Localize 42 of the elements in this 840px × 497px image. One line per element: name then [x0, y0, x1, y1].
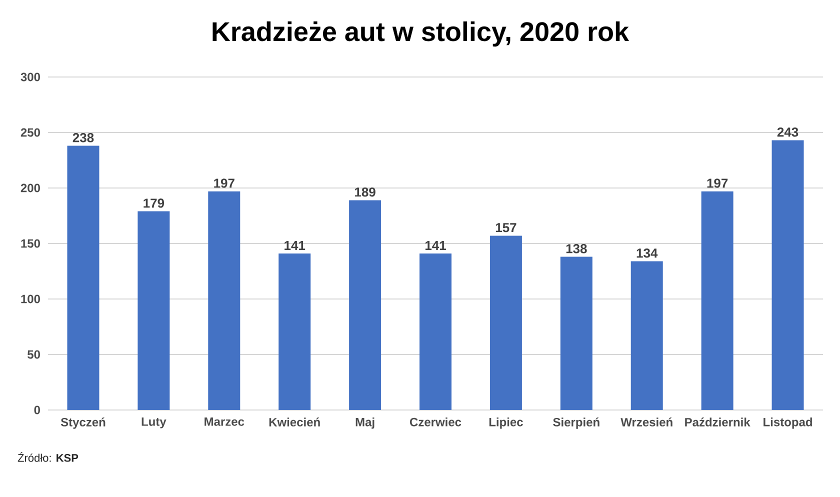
x-tick-label: Luty	[142, 418, 166, 428]
bar	[560, 256, 592, 410]
data-label: 243	[777, 128, 798, 137]
y-tick-label: 50	[28, 350, 40, 359]
y-tick-label: 0	[34, 406, 40, 414]
y-tick-label: 300	[20, 72, 40, 82]
bar	[138, 211, 170, 410]
y-tick-label: 100	[21, 294, 40, 304]
x-tick-label: Listopad	[764, 418, 812, 429]
bar	[490, 236, 522, 410]
x-tick-label: Maj	[356, 418, 374, 429]
data-label: 189	[355, 187, 376, 197]
bar	[278, 253, 311, 410]
data-label: 141	[425, 241, 446, 250]
x-tick-label: Lipiec	[489, 418, 523, 429]
bar	[420, 253, 452, 410]
bar	[67, 146, 100, 410]
bar	[630, 261, 663, 410]
x-tick-label: Październik	[685, 418, 750, 426]
y-tick-label: 250	[20, 128, 40, 137]
x-tick-label: Czerwiec	[410, 418, 462, 426]
data-label: 197	[214, 178, 234, 188]
data-label: 197	[707, 178, 728, 188]
data-label: 238	[72, 133, 94, 142]
y-tick-label: 200	[20, 184, 40, 192]
data-label: 157	[496, 223, 516, 232]
x-tick-label: Styczeń	[60, 418, 106, 429]
data-label: 138	[566, 244, 587, 254]
x-tick-label: Wrzesień	[620, 418, 672, 426]
bar	[701, 191, 734, 410]
data-label: 141	[284, 241, 306, 250]
x-tick-label: Sierpień	[553, 418, 600, 429]
data-label: 134	[636, 248, 658, 258]
y-tick-label: 150	[21, 239, 40, 248]
bar	[208, 191, 240, 410]
x-tick-label: Kwiecień	[269, 418, 320, 426]
text: Źródło: KSP	[18, 452, 78, 462]
bar	[772, 140, 804, 410]
chart-title: Kradzieże aut w stolicy, 2020 rok	[212, 21, 630, 47]
data-label: 179	[144, 198, 164, 208]
x-tick-label: Marzec	[204, 418, 244, 426]
bar	[349, 200, 382, 410]
